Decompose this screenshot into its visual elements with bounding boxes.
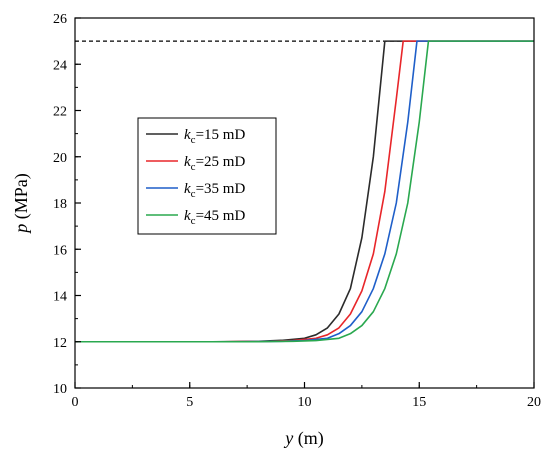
y-axis-label: p (MPa) — [11, 173, 32, 235]
legend-label-var: k — [184, 181, 191, 197]
y-tick-label: 16 — [53, 243, 67, 258]
y-axis-label-var: p — [11, 224, 31, 235]
legend-label-rest: =35 mD — [196, 181, 246, 197]
series-line-4 — [75, 40, 534, 343]
y-tick-label: 20 — [53, 151, 67, 166]
x-axis-label: y (m) — [283, 428, 324, 449]
y-tick-label: 24 — [53, 58, 67, 73]
legend-label-sub: c — [191, 188, 196, 200]
legend-label-rest: =25 mD — [196, 154, 246, 170]
y-tick-label: 18 — [53, 197, 67, 212]
legend-label-2: kc=25 mD — [184, 154, 245, 173]
legend-label-4: kc=45 mD — [184, 208, 245, 227]
x-tick-label: 0 — [72, 395, 79, 410]
x-axis-label-unit: (m) — [293, 428, 324, 449]
y-tick-label: 22 — [53, 105, 67, 120]
x-tick-label: 5 — [186, 395, 193, 410]
y-tick-label: 26 — [53, 12, 67, 27]
x-tick-label: 20 — [527, 395, 541, 410]
legend-label-var: k — [184, 127, 191, 143]
legend-label-rest: =15 mD — [196, 127, 246, 143]
plot-area — [75, 40, 534, 343]
x-tick-label: 15 — [412, 395, 426, 410]
y-tick-label: 12 — [53, 336, 67, 351]
legend-label-var: k — [184, 154, 191, 170]
legend-label-1: kc=15 mD — [184, 127, 245, 146]
y-tick-label: 10 — [53, 382, 67, 397]
x-axis-label-var: y — [283, 428, 293, 448]
y-tick-label: 14 — [53, 290, 67, 305]
legend-label-rest: =45 mD — [196, 208, 246, 224]
legend-label-var: k — [184, 208, 191, 224]
x-tick-label: 10 — [298, 395, 312, 410]
legend-label-sub: c — [191, 161, 196, 173]
legend-label-3: kc=35 mD — [184, 181, 245, 200]
series-lines — [75, 40, 534, 343]
legend-label-sub: c — [191, 134, 196, 146]
legend-label-sub: c — [191, 215, 196, 227]
axes: 0 5 10 15 20 10 12 14 16 18 20 22 24 26 y (m) p (MPa) — [11, 12, 541, 449]
y-axis-label-unit: (MPa) — [11, 173, 32, 224]
